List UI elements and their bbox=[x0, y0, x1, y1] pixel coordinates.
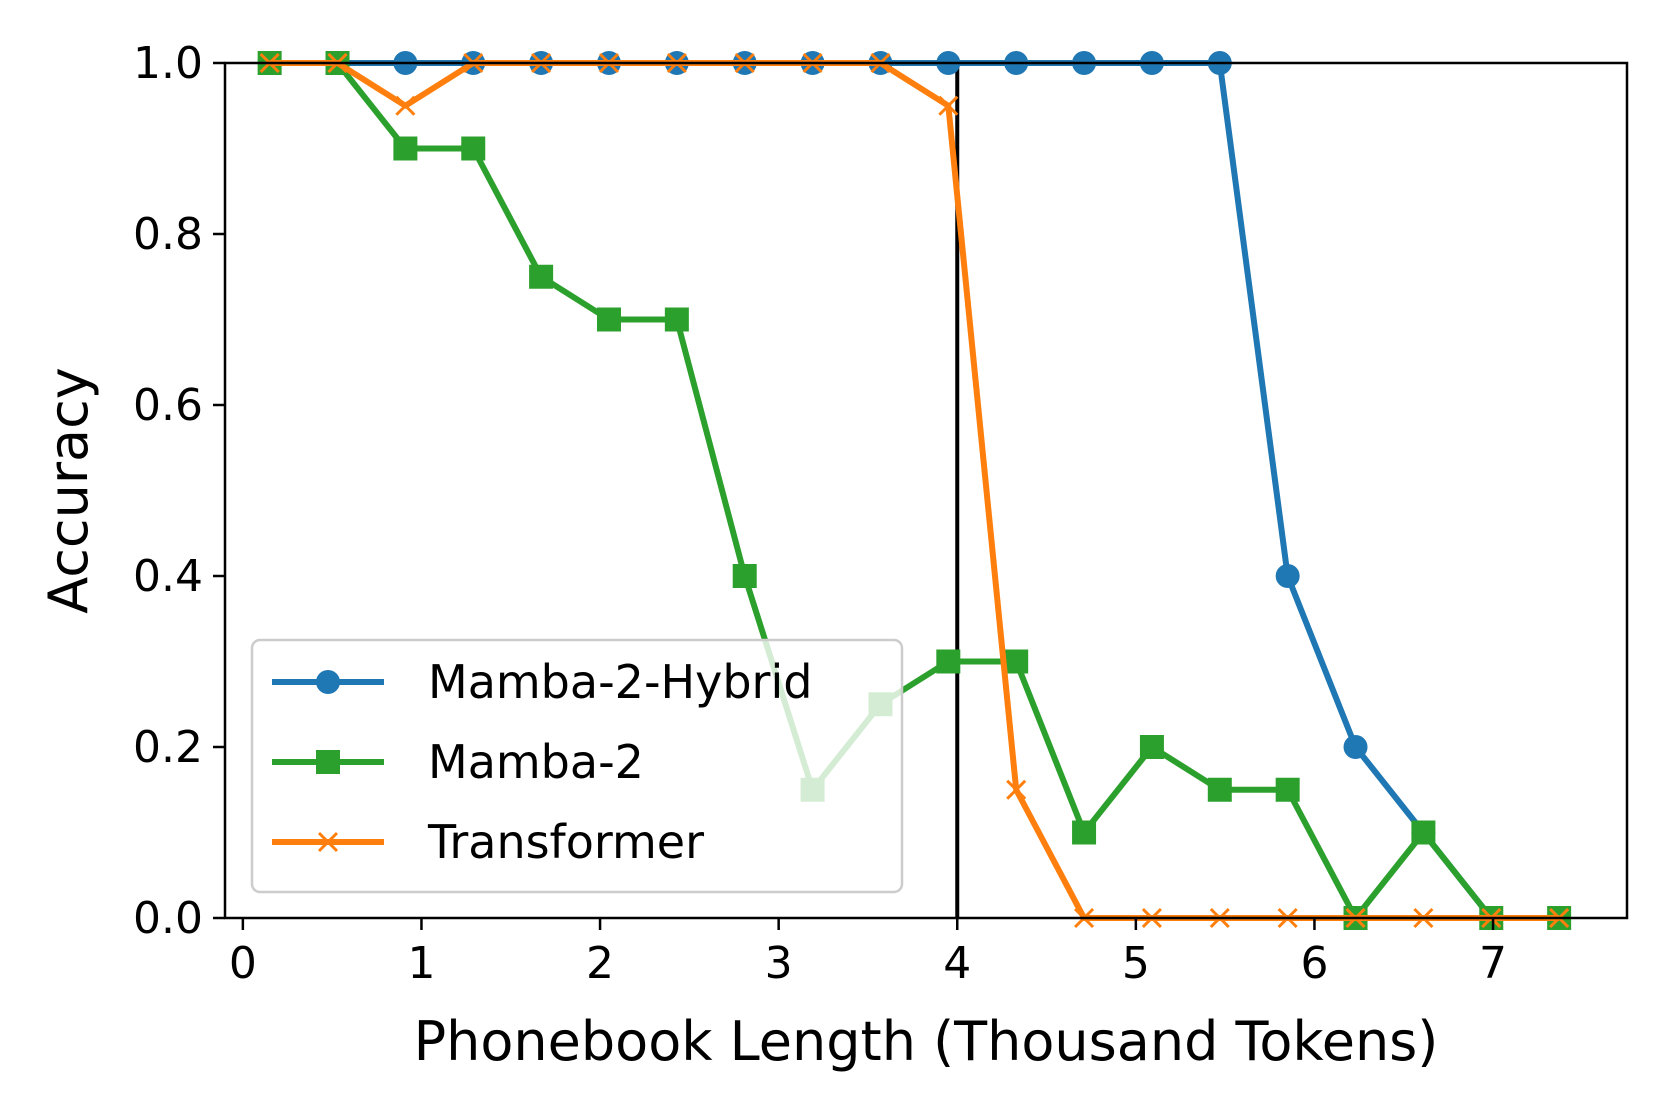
data-point-mamba-2-10 bbox=[936, 649, 961, 674]
x-tick-label: 1 bbox=[407, 938, 435, 989]
legend-marker-mamba-2 bbox=[316, 750, 340, 774]
legend-box bbox=[250, 638, 904, 894]
data-point-mamba-2-17 bbox=[1411, 820, 1436, 845]
y-tick-label: 1.0 bbox=[133, 38, 203, 89]
x-tick-label: 7 bbox=[1479, 938, 1507, 989]
x-axis-title: Phonebook Length (Thousand Tokens) bbox=[414, 1010, 1439, 1073]
data-point-mamba-2-5 bbox=[596, 307, 621, 332]
data-point-mamba-2-15 bbox=[1275, 777, 1300, 802]
legend-label-transformer: Transformer bbox=[427, 815, 704, 869]
axes-frame bbox=[223, 61, 1629, 920]
data-point-mamba-2-3 bbox=[461, 136, 486, 161]
legend-marker-transformer bbox=[317, 831, 339, 853]
data-point-mamba-2-4 bbox=[529, 264, 554, 289]
y-tick-label: 0.2 bbox=[133, 722, 203, 773]
y-tick-label: 0.6 bbox=[133, 380, 203, 431]
data-point-mamba-2-7 bbox=[732, 564, 757, 588]
y-tick-label: 0.0 bbox=[133, 893, 203, 944]
data-point-mamba-2-12 bbox=[1072, 820, 1097, 845]
x-tick-label: 6 bbox=[1300, 938, 1328, 989]
data-point-mamba-2-6 bbox=[664, 307, 689, 332]
x-tick-label: 4 bbox=[943, 938, 971, 989]
x-tick-label: 3 bbox=[765, 938, 793, 989]
series-line-mamba-2 bbox=[269, 60, 1560, 921]
data-point-mamba-2-13 bbox=[1139, 735, 1164, 759]
data-point-mamba-2-hybrid-15 bbox=[1275, 564, 1300, 588]
y-tick-label: 0.8 bbox=[133, 209, 203, 260]
data-point-mamba-2-14 bbox=[1207, 777, 1232, 802]
legend-label-mamba-2: Mamba-2 bbox=[428, 735, 644, 789]
legend-label-mamba-2-hybrid: Mamba-2-Hybrid bbox=[428, 655, 812, 709]
data-point-transformer-10 bbox=[938, 95, 959, 116]
axes: 0 1 2 3 4 5 6 7 0.0 0.2 0.4 0.6 0.8 1.0 bbox=[133, 38, 1629, 989]
y-tick-label: 0.4 bbox=[133, 551, 203, 602]
legend-marker-mamba-2-hybrid bbox=[316, 670, 340, 694]
data-point-mamba-2-hybrid-16 bbox=[1343, 735, 1368, 759]
x-tick-label: 0 bbox=[229, 938, 257, 989]
legend: Mamba-2-Hybrid Mamba-2 Transformer bbox=[250, 638, 904, 894]
data-point-mamba-2-11 bbox=[1004, 649, 1029, 674]
data-point-transformer-11 bbox=[1006, 779, 1027, 800]
x-tick-label: 5 bbox=[1122, 938, 1150, 989]
data-point-transformer-2 bbox=[395, 95, 416, 116]
data-point-mamba-2-2 bbox=[393, 136, 418, 161]
x-tick-label: 2 bbox=[586, 938, 614, 989]
y-axis-title: Accuracy bbox=[37, 367, 100, 614]
